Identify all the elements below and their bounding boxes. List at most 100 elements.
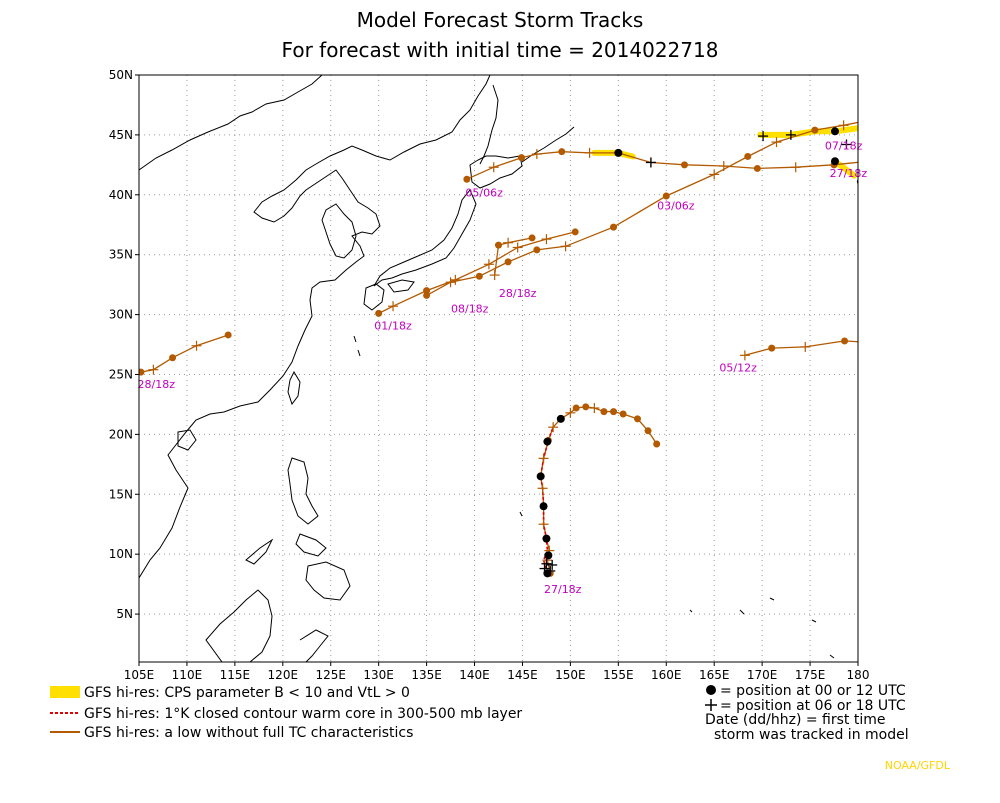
track-point-synoptic [504, 258, 512, 266]
position-dot [539, 502, 548, 511]
legend-cps-swatch [50, 686, 80, 698]
coastline-korea [321, 203, 357, 259]
date-label: 28/18z [138, 378, 176, 391]
lon-tick-label: 115E [220, 668, 251, 682]
legend-low-label: GFS hi-res: a low without full TC charac… [84, 725, 413, 741]
track-point-synoptic [644, 427, 652, 435]
lon-tick-label: 110E [172, 668, 203, 682]
track-point-synoptic [169, 354, 177, 362]
track-line [540, 406, 658, 574]
plot-background [139, 75, 858, 662]
track-point-synoptic [907, 148, 914, 155]
legend-plus-icon [705, 699, 717, 711]
date-label: 28/18z [499, 287, 537, 300]
track-point-synoptic [653, 440, 661, 448]
legend-cps-label: GFS hi-res: CPS parameter B < 10 and VtL… [84, 685, 410, 701]
date-label: 08/18z [451, 303, 489, 316]
lat-tick-label: 30N [109, 308, 133, 322]
track-line [494, 237, 533, 276]
coastline-kyushu [363, 283, 385, 311]
track-point-synoptic [495, 241, 502, 249]
lon-tick-label: 135E [411, 668, 442, 682]
track-point-synoptic [139, 368, 145, 376]
date-label: 05/06z [465, 186, 503, 199]
position-dot [543, 437, 552, 446]
legend-pos00-label: = position at 00 or 12 UTC [720, 683, 906, 699]
legend: GFS hi-res: CPS parameter B < 10 and VtL… [50, 683, 909, 743]
track-point-synoptic [768, 344, 776, 352]
date-label: 03/06z [657, 200, 695, 213]
lat-tick-label: 40N [109, 188, 133, 202]
lon-tick-label: 160E [651, 668, 682, 682]
date-label: 27/18z [830, 167, 868, 180]
position-dot [556, 414, 565, 423]
date-label: 05/12z [719, 361, 757, 374]
track-point-synoptic [600, 408, 608, 416]
track-point-synoptic [610, 408, 618, 416]
lat-tick-label: 20N [109, 427, 133, 441]
legend-date-line1: Date (dd/hhz) = first time [705, 712, 886, 728]
lon-tick-label: 155E [603, 668, 634, 682]
lat-tick-label: 15N [109, 487, 133, 501]
track-point-synoptic [475, 272, 483, 280]
coastline-palawan [245, 538, 274, 565]
lat-tick-label: 35N [109, 248, 133, 262]
track-point-synoptic [888, 112, 895, 119]
coastline-mindanao [305, 561, 351, 601]
legend-pos06-label: = position at 06 or 18 UTC [720, 698, 906, 714]
lat-tick-label: 50N [109, 68, 133, 82]
track-point-synoptic [619, 410, 627, 418]
position-dot [536, 472, 545, 481]
position-dot [614, 148, 623, 157]
coastline-sakhalin [479, 84, 499, 165]
coastline-hokkaido [469, 155, 523, 189]
track-point-synoptic [572, 404, 580, 412]
legend-dot-icon [706, 685, 716, 695]
lon-tick-label: 140E [459, 668, 490, 682]
lon-tick-label: 175E [795, 668, 826, 682]
cps-segment [757, 125, 858, 138]
track-point-synoptic [558, 148, 566, 156]
legend-date-line2: storm was tracked in model [714, 727, 909, 743]
lat-tick-label: 25N [109, 367, 133, 381]
lon-tick-label: 165E [699, 668, 730, 682]
coastline-visayas [295, 533, 327, 557]
track-point-synoptic [841, 337, 849, 345]
legend-warm-core-label: GFS hi-res: 1°K closed contour warm core… [84, 706, 522, 722]
credit-text: NOAA/GFDL [885, 759, 951, 772]
cps-segment [832, 158, 858, 179]
track-point-synoptic [375, 309, 383, 317]
track-line [378, 231, 576, 314]
track-point-synoptic [811, 126, 819, 134]
lon-tick-label: 145E [507, 668, 538, 682]
track-point-synoptic [610, 223, 618, 231]
coastline-taiwan [287, 370, 301, 406]
coastline-borneo [205, 589, 273, 662]
track-point-synoptic [463, 175, 471, 183]
coastline-hainan [177, 429, 197, 451]
track-point-synoptic [423, 287, 431, 295]
lon-tick-label: 170E [747, 668, 778, 682]
lon-tick-label: 105E [124, 668, 155, 682]
position-dot [542, 534, 551, 543]
lat-tick-label: 10N [109, 547, 133, 561]
track-point-synoptic [533, 246, 541, 254]
track-point-synoptic [423, 291, 431, 299]
coastline-shikoku [387, 279, 415, 293]
position-dot [544, 551, 553, 560]
track-point-synoptic [744, 152, 752, 160]
coastline-honshu [373, 189, 477, 287]
lon-tick-label: 180 [847, 668, 870, 682]
track-point-synoptic [224, 331, 232, 339]
coastline-asia-mainland [139, 75, 491, 579]
chart-title: Model Forecast Storm Tracks [356, 8, 644, 32]
coastline-sulawesi [299, 629, 329, 662]
position-dot [830, 157, 839, 166]
date-label: 01/18z [374, 319, 412, 332]
plot-frame [138, 74, 859, 663]
storm-tracks [139, 112, 914, 578]
coastline-north-asia [139, 75, 323, 171]
coastline-luzon [287, 457, 319, 525]
lon-tick-label: 120E [268, 668, 299, 682]
